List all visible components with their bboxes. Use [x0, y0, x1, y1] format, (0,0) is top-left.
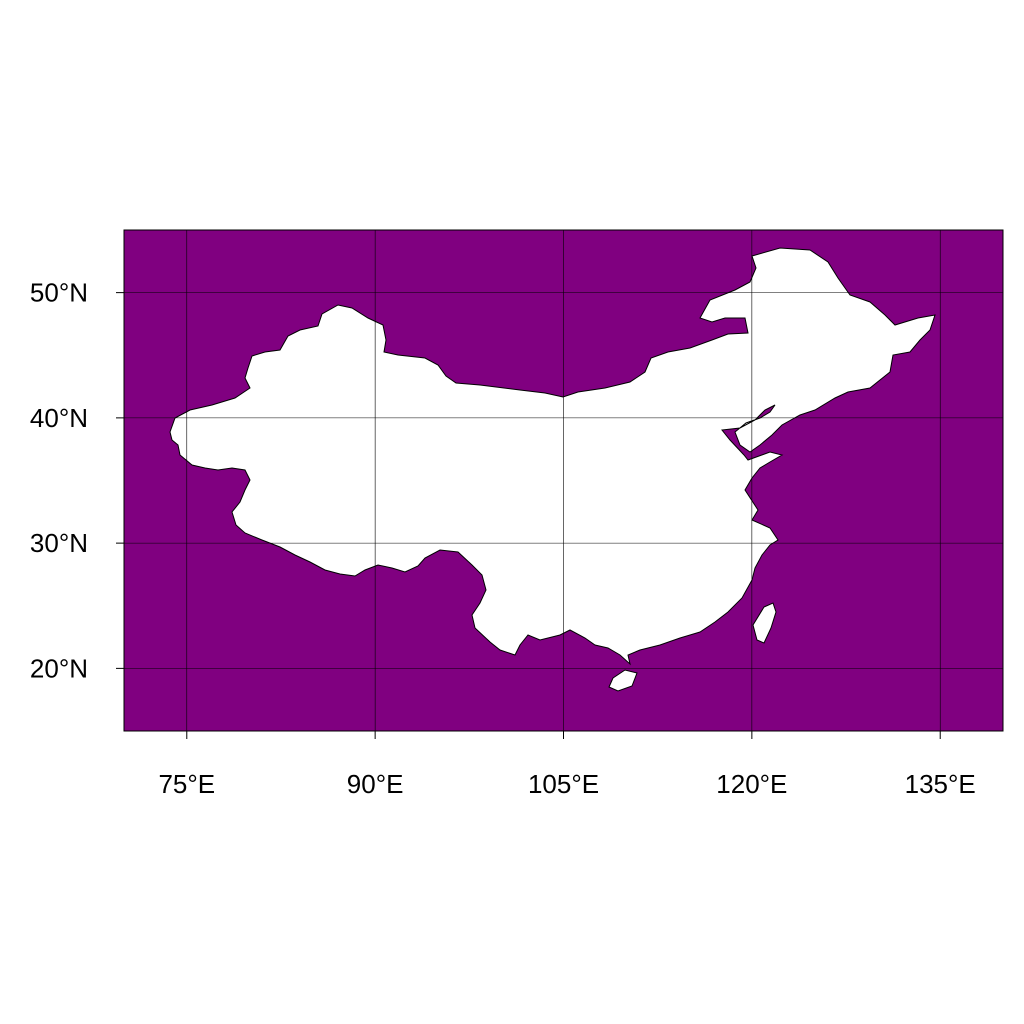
longitude-axis: 75°E 90°E 105°E 120°E 135°E [158, 731, 976, 799]
lon-tick-label: 105°E [528, 769, 599, 799]
taiwan-island [752, 602, 777, 644]
lat-tick-label: 30°N [30, 528, 88, 558]
land-areas [169, 247, 936, 692]
lat-tick-label: 50°N [30, 278, 88, 308]
lat-tick-label: 40°N [30, 403, 88, 433]
lon-tick-label: 90°E [347, 769, 404, 799]
lon-tick-label: 135°E [905, 769, 976, 799]
lat-tick-label: 20°N [30, 653, 88, 683]
graticule [124, 230, 1003, 731]
hainan-island [608, 669, 638, 692]
lon-tick-label: 120°E [716, 769, 787, 799]
china-mainland [169, 247, 936, 666]
lon-tick-label: 75°E [158, 769, 215, 799]
latitude-axis: 20°N 30°N 40°N 50°N [30, 278, 124, 683]
